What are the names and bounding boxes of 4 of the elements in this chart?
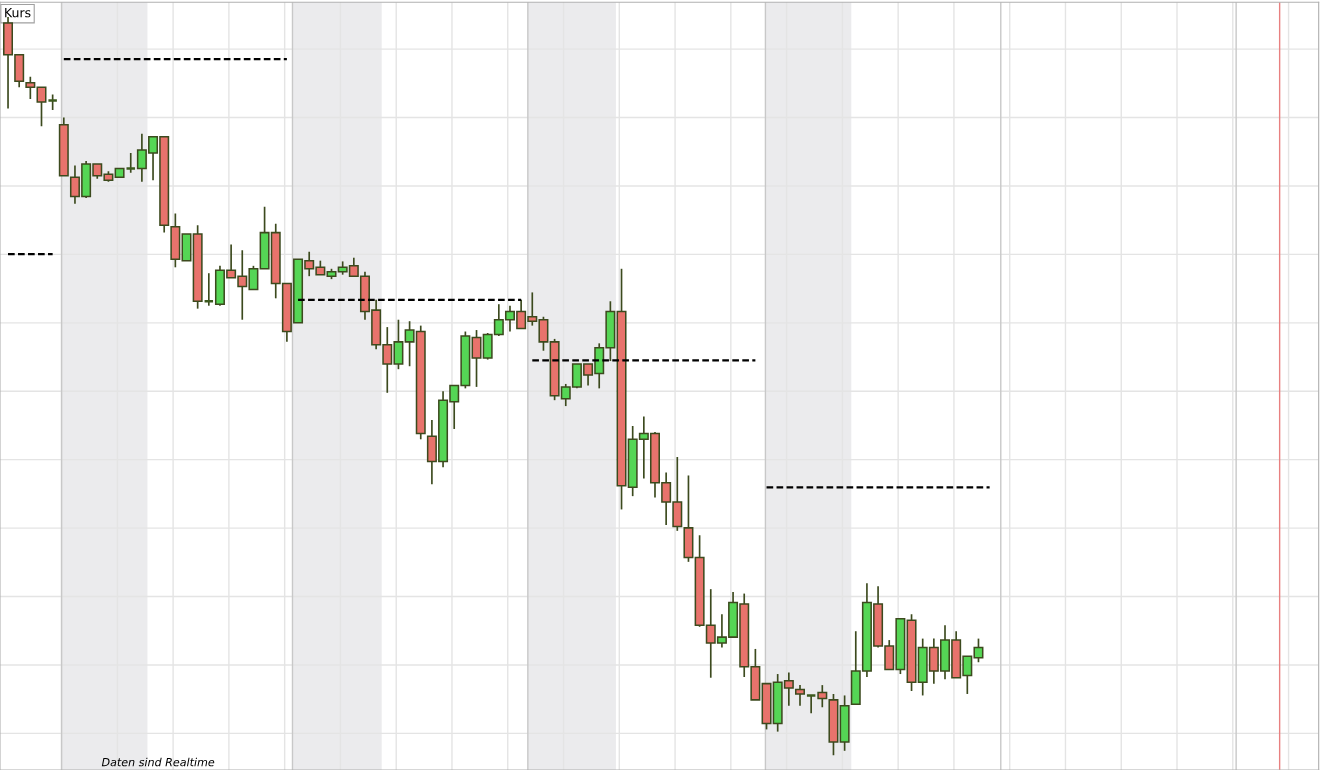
candlestick	[817, 684, 828, 709]
text: Daten sind Realtime	[101, 757, 215, 767]
candlestick	[794, 684, 806, 707]
chart-title: Kurs	[5, 8, 31, 18]
